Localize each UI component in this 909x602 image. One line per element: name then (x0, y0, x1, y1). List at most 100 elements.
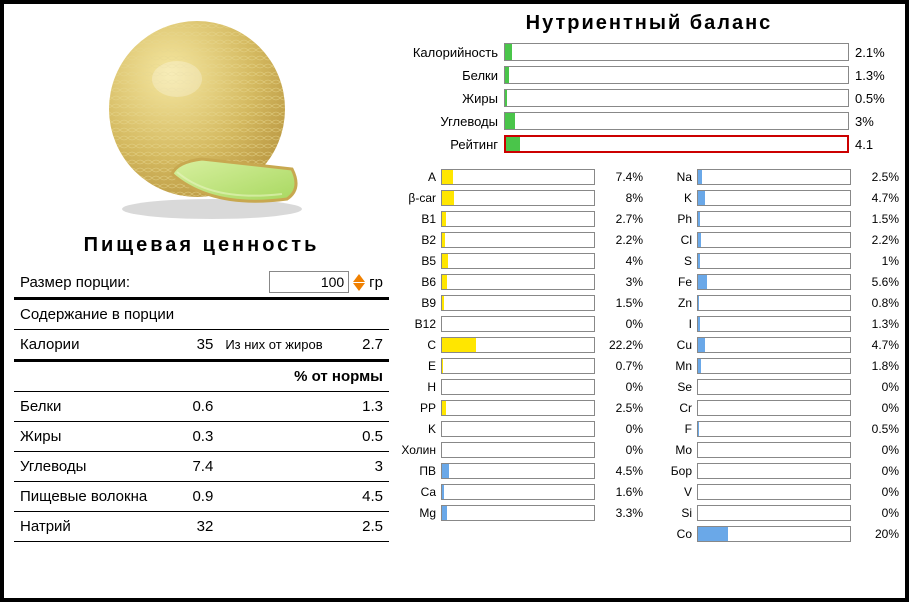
portion-spinner[interactable] (353, 274, 365, 291)
nutrient-value: 2.2% (595, 233, 643, 247)
nutrient-track (697, 190, 851, 206)
nutri-value: 0.3 (180, 422, 219, 452)
nutrient-value: 20% (851, 527, 899, 541)
nutrition-title: Пищевая ценность (14, 234, 389, 257)
nutrient-value: 0.7% (595, 359, 643, 373)
nutrient-value: 8% (595, 191, 643, 205)
nutrient-value: 4% (595, 254, 643, 268)
nutrient-bar-row: Mn 1.8% (655, 356, 899, 376)
nutrient-track (441, 169, 595, 185)
nutrient-value: 0% (595, 443, 643, 457)
nutrient-track (441, 295, 595, 311)
portion-input[interactable] (269, 271, 349, 293)
nutrient-value: 1.6% (595, 485, 643, 499)
nutrient-fill (698, 338, 705, 352)
nutrient-label: Fe (655, 275, 697, 289)
nutrient-label: Mn (655, 359, 697, 373)
nutri-label: Пищевые волокна (14, 482, 180, 512)
nutrient-track (441, 253, 595, 269)
nutrient-bar-row: C 22.2% (399, 335, 643, 355)
bar-label: Углеводы (399, 114, 504, 129)
nutri-value: 32 (180, 512, 219, 542)
bar-fill (505, 67, 509, 83)
nutrient-track (697, 505, 851, 521)
nutrient-value: 4.7% (851, 191, 899, 205)
balance-title: Нутриентный баланс (399, 12, 899, 35)
nutrient-label: Бор (655, 464, 697, 478)
nutrient-track (697, 169, 851, 185)
nutrient-bar-row: E 0.7% (399, 356, 643, 376)
portion-content-label: Содержание в порции (14, 299, 389, 330)
nutrient-value: 3.3% (595, 506, 643, 520)
nutrient-label: B6 (399, 275, 441, 289)
nutrient-bar-row: PP 2.5% (399, 398, 643, 418)
bar-label: Жиры (399, 91, 504, 106)
spinner-up-icon[interactable] (353, 274, 365, 282)
nutrient-label: Zn (655, 296, 697, 310)
nutri-pct: 0.5 (350, 422, 389, 452)
nutrient-value: 2.2% (851, 233, 899, 247)
nutrient-label: Ca (399, 485, 441, 499)
nutrient-label: Mg (399, 506, 441, 520)
nutrient-bar-row: Zn 0.8% (655, 293, 899, 313)
nutrient-track (697, 484, 851, 500)
nutrient-label: Холин (399, 443, 441, 457)
nutrient-fill (442, 191, 454, 205)
nutrient-value: 5.6% (851, 275, 899, 289)
nutrient-track (441, 484, 595, 500)
nutrient-bar-row: Ca 1.6% (399, 482, 643, 502)
nutrient-value: 1.8% (851, 359, 899, 373)
nutrient-bar-row: Холин 0% (399, 440, 643, 460)
nutrient-value: 0% (851, 485, 899, 499)
nutrient-bar-row: V 0% (655, 482, 899, 502)
bar-value: 4.1 (849, 137, 899, 152)
top-bar-row: Рейтинг 4.1 (399, 133, 899, 155)
nutrient-track (697, 253, 851, 269)
nutrient-label: β-car (399, 191, 441, 205)
nutrient-bar-row: Cr 0% (655, 398, 899, 418)
nutrient-label: A (399, 170, 441, 184)
nutrient-track (441, 421, 595, 437)
nutrient-label: Co (655, 527, 697, 541)
nutri-label: Углеводы (14, 452, 180, 482)
nutri-value: 0.6 (180, 392, 219, 422)
nutrient-fill (698, 359, 701, 373)
nutrient-value: 0% (595, 422, 643, 436)
nutrient-label: Na (655, 170, 697, 184)
bar-label: Белки (399, 68, 504, 83)
nutrient-fill (442, 170, 453, 184)
nutri-pct: 2.5 (350, 512, 389, 542)
nutrient-value: 0% (595, 317, 643, 331)
spinner-down-icon[interactable] (353, 283, 365, 291)
nutrient-fill (442, 254, 448, 268)
nutrient-fill (698, 191, 705, 205)
nutrient-label: B12 (399, 317, 441, 331)
nutrient-bar-row: H 0% (399, 377, 643, 397)
nutrient-track (441, 316, 595, 332)
nutrient-track (697, 211, 851, 227)
nutrient-label: B1 (399, 212, 441, 226)
nutrient-bar-row: Na 2.5% (655, 167, 899, 187)
bar-track (504, 66, 849, 84)
bar-value: 2.1% (849, 45, 899, 60)
nutrient-bar-row: K 0% (399, 419, 643, 439)
nutrition-table: Содержание в порции Калории 35 Из них от… (14, 297, 389, 542)
nutrient-track (697, 358, 851, 374)
nutrient-track (697, 421, 851, 437)
bar-label: Калорийность (399, 45, 504, 60)
nutrient-fill (698, 527, 728, 541)
nutrient-column-1: A 7.4%β-car 8%B1 2.7%B2 2.2%B5 4%B6 (399, 167, 643, 545)
nutri-label: Жиры (14, 422, 180, 452)
nutrient-track (697, 232, 851, 248)
portion-row: Размер порции: гр (14, 267, 389, 297)
top-bars: Калорийность 2.1%Белки 1.3%Жиры 0.5%Угле… (399, 41, 899, 155)
from-fat-label: Из них от жиров (219, 330, 349, 361)
nutrient-value: 0% (851, 506, 899, 520)
nutrient-value: 1.3% (851, 317, 899, 331)
nutrient-label: V (655, 485, 697, 499)
nutrient-bar-row: I 1.3% (655, 314, 899, 334)
nutrient-value: 4.7% (851, 338, 899, 352)
nutrient-label: Ph (655, 212, 697, 226)
top-bar-row: Белки 1.3% (399, 64, 899, 86)
nutrient-fill (442, 296, 444, 310)
